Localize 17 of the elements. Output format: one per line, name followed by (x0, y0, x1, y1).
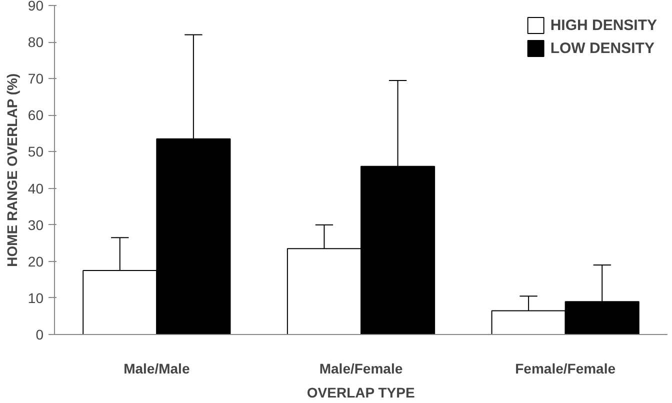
y-tick-label: 50 (28, 144, 44, 160)
y-axis-title: HOME RANGE OVERLAP (%) (4, 73, 20, 267)
legend-label: HIGH DENSITY (550, 16, 657, 34)
y-tick-label: 60 (28, 107, 44, 124)
y-tick-label: 30 (28, 216, 44, 233)
legend-label: LOW DENSITY (550, 40, 654, 56)
y-tick-label: 0 (36, 326, 44, 342)
x-tick-label: Male/Male (124, 360, 190, 376)
x-tick-label: Female/Female (515, 360, 616, 376)
y-tick-label: 20 (28, 253, 44, 270)
y-tick-label: 80 (28, 34, 44, 50)
y-tick-label: 10 (28, 290, 44, 306)
x-axis-title: OVERLAP TYPE (306, 384, 415, 400)
y-tick-label: 70 (28, 70, 44, 87)
y-tick-label: 90 (28, 0, 44, 14)
x-tick-label: Male/Female (319, 360, 403, 376)
y-tick-label: 40 (28, 180, 44, 196)
